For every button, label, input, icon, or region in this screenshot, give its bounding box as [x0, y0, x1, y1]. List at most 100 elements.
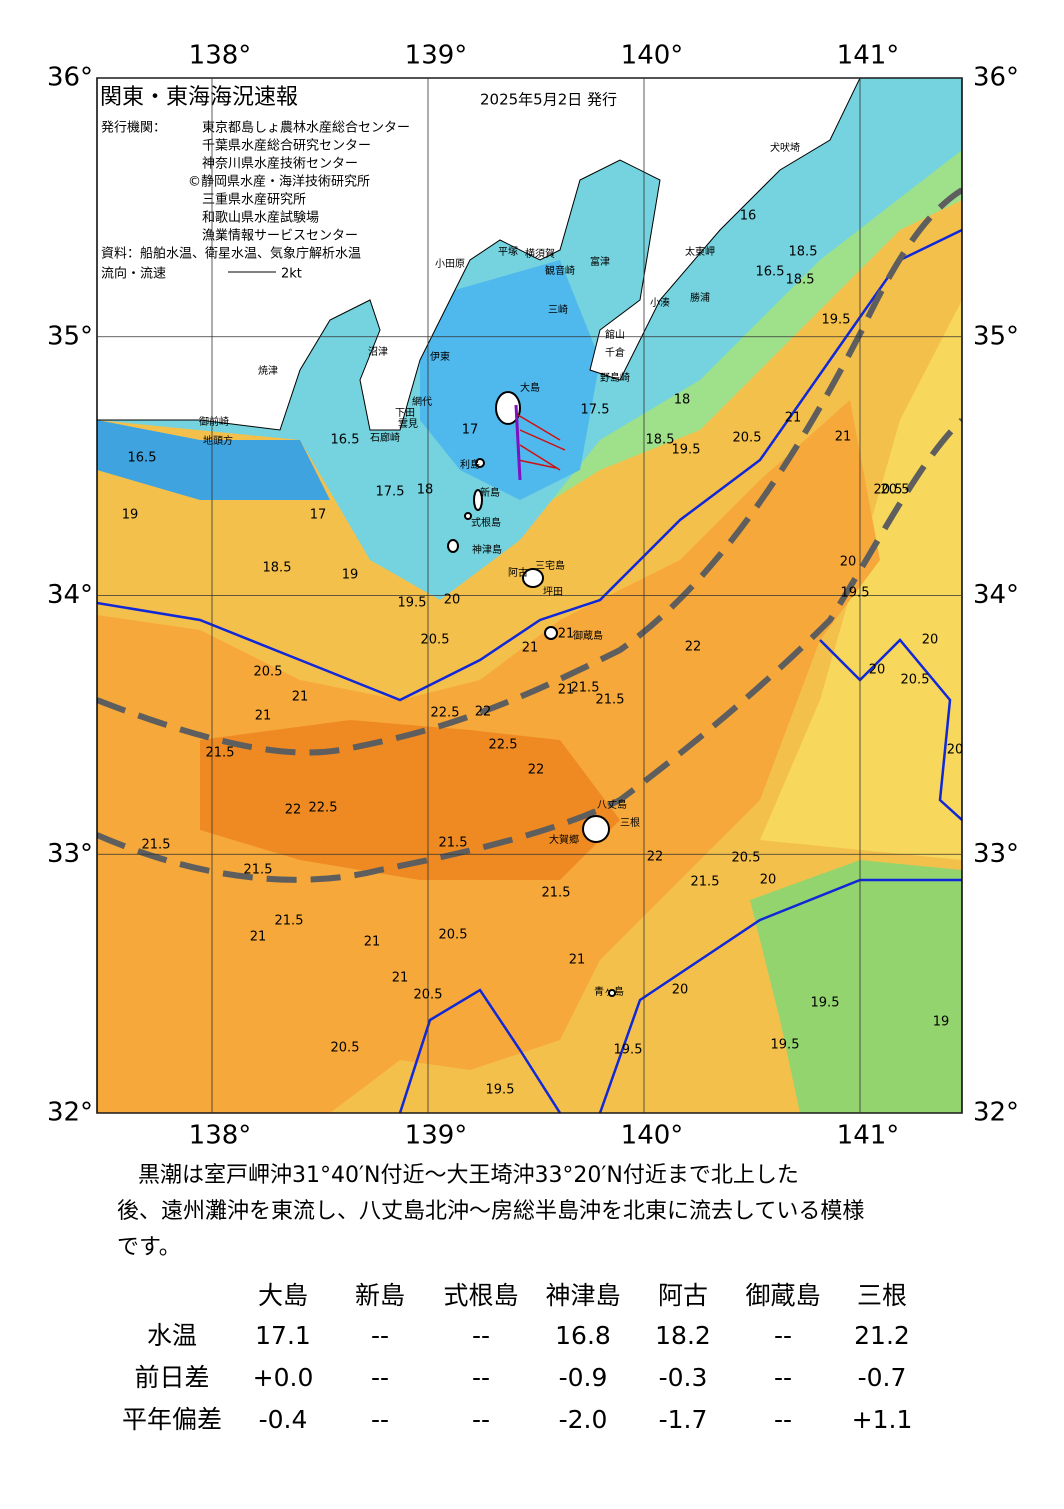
contour-label: 18	[417, 483, 434, 498]
contour-label: 20.5	[421, 633, 450, 648]
place-name: 太東岬	[685, 245, 715, 258]
place-name: 三根	[620, 816, 640, 829]
lat-label: 36°	[973, 63, 1019, 93]
warm-core	[200, 720, 620, 880]
contour-label: 21.5	[691, 875, 720, 890]
table-cell: 18.2	[655, 1321, 711, 1350]
place-name: 小田原	[435, 258, 465, 270]
issuer: 三重県水産研究所	[202, 192, 306, 208]
contour-label: 19.5	[486, 1083, 515, 1098]
contour-label: 21	[835, 430, 852, 445]
islands	[447, 391, 616, 997]
place-name: 観音崎	[545, 264, 575, 277]
contour-label: 20	[444, 593, 461, 608]
issuers-label: 発行機関：	[101, 121, 166, 136]
contour-label: 18.5	[789, 245, 818, 260]
table-cell: 21.2	[854, 1321, 910, 1350]
table-header: 阿古	[658, 1281, 708, 1310]
lon-label: 140°	[621, 41, 684, 71]
contour-label: 18.5	[646, 433, 675, 448]
table-cell: -2.0	[559, 1405, 608, 1434]
contour-label: 20.5	[254, 665, 283, 680]
row-label: 平年偏差	[122, 1405, 222, 1434]
place-name: 御蔵島	[573, 629, 603, 642]
table-cell: 16.8	[555, 1321, 611, 1350]
issuer: 千葉県水産総合研究センター	[202, 138, 371, 154]
sea-zone	[97, 420, 330, 500]
contour-label: 19.5	[822, 313, 851, 328]
place-name: 三崎	[548, 303, 568, 316]
legend-scale: 2kt	[281, 267, 302, 282]
place-name: 神津島	[472, 543, 502, 556]
contour-label: 17	[462, 423, 479, 438]
lat-label: 33°	[973, 839, 1019, 869]
table-cell: -0.7	[858, 1363, 907, 1392]
contour-label: 17	[310, 508, 327, 523]
table-cell: --	[472, 1363, 490, 1392]
table-cell: --	[472, 1405, 490, 1434]
contour-label: 18.5	[786, 273, 815, 288]
contour-label: 21.5	[244, 863, 273, 878]
contour-label: 20	[672, 983, 689, 998]
issuer: 漁業情報サービスセンター	[202, 228, 358, 244]
place-name: 新島	[480, 486, 500, 499]
place-name: 大島	[520, 381, 540, 394]
place-name: 犬吠埼	[770, 141, 800, 154]
lat-label: 32°	[47, 1098, 93, 1128]
contour-label: 22	[685, 640, 702, 655]
lat-label: 32°	[973, 1098, 1019, 1128]
contour-label: 16.5	[756, 265, 785, 280]
place-name: 富津	[590, 255, 610, 268]
contour-label: 18	[674, 393, 691, 408]
lon-label: 140°	[621, 1121, 684, 1151]
contour-label: 18.5	[263, 561, 292, 576]
lat-label: 36°	[47, 63, 93, 93]
place-name: 三宅島	[535, 559, 565, 572]
contour-label: 19.5	[614, 1043, 643, 1058]
row-label: 水温	[147, 1321, 197, 1350]
contour-label: 21.5	[275, 914, 304, 929]
sea-zone	[420, 260, 600, 500]
row-label: 前日差	[134, 1363, 209, 1392]
contour-label: 20.5	[439, 928, 468, 943]
contour-label: 20.5	[414, 988, 443, 1003]
lat-label: 35°	[973, 321, 1019, 351]
place-name: 館山	[605, 328, 625, 341]
contour-label: 20	[869, 663, 886, 678]
contour-label: 21	[569, 953, 586, 968]
place-name: 大賀郷	[549, 833, 579, 846]
contour-label: 22	[285, 803, 302, 818]
contour-label: 21.5	[142, 838, 171, 853]
table-cell: --	[774, 1405, 792, 1434]
contour-label: 19.5	[841, 586, 870, 601]
place-name: 焼津	[258, 365, 278, 377]
table-cell: -0.9	[559, 1363, 608, 1392]
contour-label: 21	[364, 935, 381, 950]
place-name: 阿古	[508, 566, 528, 579]
current-vectors	[514, 404, 566, 481]
contour-label: 22.5	[309, 801, 338, 816]
lon-label: 141°	[837, 41, 900, 71]
contour-label: 19.5	[811, 996, 840, 1011]
table-header: 新島	[355, 1281, 405, 1310]
contour-label: 17.5	[581, 403, 610, 418]
table-cell: --	[774, 1363, 792, 1392]
contour-label: 20.5	[881, 483, 910, 498]
source: 資料：船舶水温、衛星水温、気象庁解析水温	[101, 246, 361, 262]
isotherm-20	[97, 228, 962, 1113]
contour-label: 20.5	[732, 851, 761, 866]
contour-label: 20	[922, 633, 939, 648]
lon-label: 138°	[189, 1121, 252, 1151]
place-name: 網代	[412, 395, 432, 408]
place-name: 沼津	[368, 345, 388, 358]
contour-label: 21	[392, 971, 409, 986]
lon-label: 141°	[837, 1121, 900, 1151]
summary-line: 黒潮は室戸岬沖31°40′N付近～大王埼沖33°20′N付近まで北上した	[138, 1163, 799, 1188]
place-name: 小湊	[650, 296, 670, 309]
sea-zone	[750, 860, 962, 1113]
place-name: 横須賀	[525, 247, 555, 260]
issuer: 和歌山県水産試験場	[202, 210, 319, 226]
lat-label: 34°	[973, 580, 1019, 610]
place-name: 利島	[460, 458, 480, 471]
